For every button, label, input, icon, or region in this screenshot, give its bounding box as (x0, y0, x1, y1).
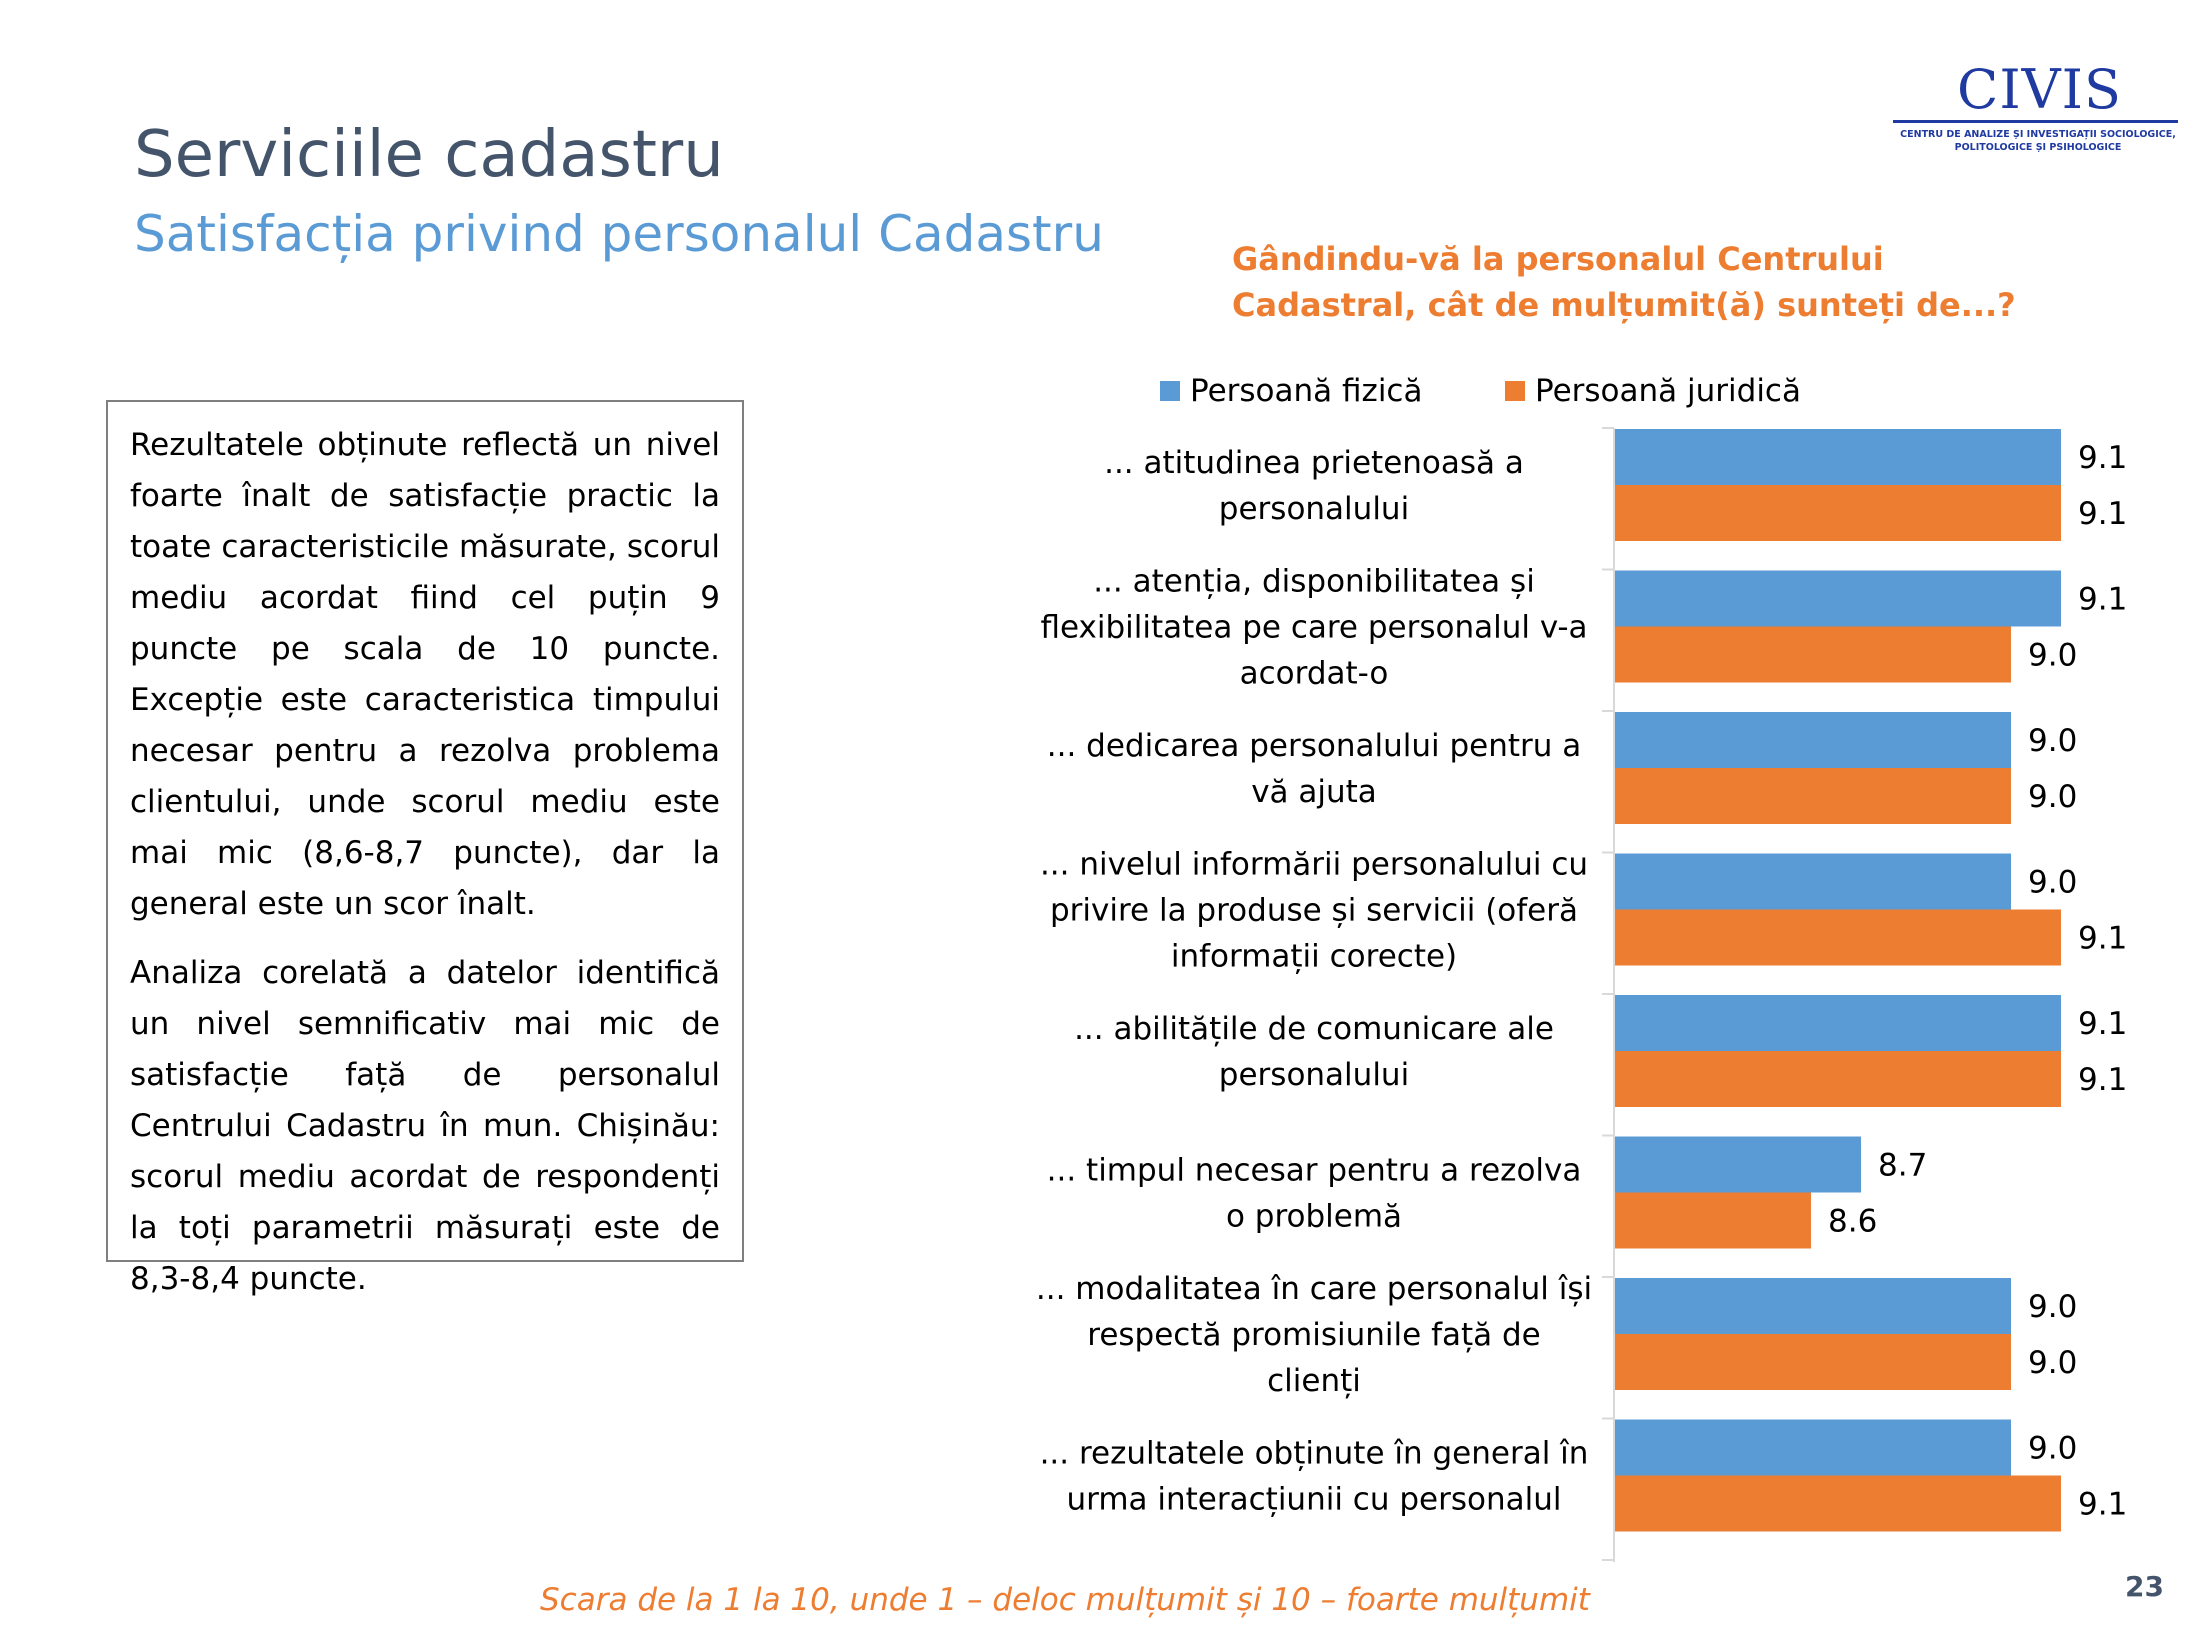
logo-underline (1893, 120, 2178, 123)
category-label: ... nivelul informării personalului cu pr… (1040, 847, 1588, 975)
page-number: 23 (2125, 1570, 2164, 1603)
data-label-fizica: 9.0 (2028, 865, 2077, 901)
category-label-line: respectă promisiunile față de (1087, 1317, 1540, 1353)
bar-fizica (1615, 712, 2011, 768)
chart-legend: Persoană fizică Persoană juridică (1160, 373, 1801, 409)
legend-swatch-fizica (1160, 381, 1180, 401)
bar-juridica (1615, 485, 2061, 541)
legend-label-juridica: Persoană juridică (1535, 373, 1801, 409)
logo-caption-line1: CENTRU DE ANALIZE ȘI INVESTIGAȚII SOCIOL… (1900, 129, 2176, 140)
legend-swatch-juridica (1505, 381, 1525, 401)
category-label-line: clienți (1267, 1363, 1361, 1399)
category-label: ... atitudinea prietenoasă a personalului (1104, 445, 1524, 527)
logo-wordmark: CIVIS (1957, 58, 2122, 121)
summary-textbox: Rezultatele obținute reflectă un nivel f… (106, 400, 744, 1297)
category-label-line: personalului (1219, 491, 1409, 527)
category-label: ... rezultatele obținute în general în ur… (1040, 1436, 1589, 1518)
data-label-juridica: 9.0 (2028, 1345, 2077, 1381)
category-label-line: ... nivelul informării personalului cu (1040, 847, 1588, 883)
bar-fizica (1615, 853, 2011, 910)
category-label-line: ... abilitățile de comunicare ale (1074, 1011, 1554, 1047)
bar-juridica (1615, 1334, 2011, 1390)
logo-caption-line2: POLITOLOGICE ȘI PSIHOLOGICE (1954, 142, 2122, 153)
data-label-juridica: 9.1 (2078, 1487, 2127, 1523)
bar-juridica (1615, 1051, 2061, 1107)
data-label-juridica: 8.6 (1828, 1204, 1877, 1240)
category-label: ... abilitățile de comunicare ale persona… (1074, 1011, 1554, 1093)
category-label: ... dedicarea personalului pentru a vă aj… (1047, 728, 1582, 810)
category-label-line: ... dedicarea personalului pentru a (1047, 728, 1582, 764)
data-label-fizica: 9.0 (2028, 723, 2077, 759)
chart-question: Gândindu-vă la personalul Centrului Cada… (1232, 240, 2016, 324)
category-label-line: ... modalitatea în care personalul își (1036, 1271, 1592, 1307)
bar-fizica (1615, 1419, 2011, 1476)
bar-juridica (1615, 909, 2061, 966)
data-label-fizica: 9.1 (2078, 440, 2127, 476)
summary-paragraph-1: Rezultatele obținute reflectă un nivel f… (130, 427, 720, 922)
data-label-juridica: 9.1 (2078, 1062, 2127, 1098)
category-label: ... timpul necesar pentru a rezolva o pro… (1047, 1153, 1582, 1235)
category-label-line: acordat-o (1240, 656, 1389, 692)
satisfaction-bar-chart: Persoană fizică Persoană juridică ... atit… (1036, 373, 2127, 1562)
scale-footnote: Scara de la 1 la 10, unde 1 – deloc mulț… (540, 1582, 1590, 1618)
category-label-line: ... timpul necesar pentru a rezolva (1047, 1153, 1582, 1189)
page-title: Serviciile cadastru (134, 118, 724, 192)
data-label-fizica: 9.0 (2028, 1431, 2077, 1467)
data-label-fizica: 9.1 (2078, 582, 2127, 618)
category-label: ... atenția, disponibilitatea și flexibil… (1040, 564, 1587, 692)
summary-paragraph-2: Analiza corelată a datelor identifică un… (130, 955, 720, 1297)
category-label-line: informații corecte) (1171, 939, 1457, 975)
logo-caption: CENTRU DE ANALIZE ȘI INVESTIGAȚII SOCIOL… (1893, 128, 2183, 154)
data-label-juridica: 9.1 (2078, 496, 2127, 532)
category-label-line: o problemă (1226, 1199, 1402, 1235)
legend-label-fizica: Persoană fizică (1190, 373, 1422, 409)
data-label-fizica: 8.7 (1878, 1148, 1927, 1184)
category-label-line: urma interacțiunii cu personalul (1067, 1482, 1562, 1518)
category-label-line: personalului (1219, 1057, 1409, 1093)
category-label-line: ... atitudinea prietenoasă a (1104, 445, 1524, 481)
bar-fizica (1615, 1278, 2011, 1334)
category-label-line: ... rezultatele obținute în general în (1040, 1436, 1589, 1472)
civis-logo: CIVIS CENTRU DE ANALIZE ȘI INVESTIGAȚII … (1893, 58, 2183, 162)
category-label-line: ... atenția, disponibilitatea și (1093, 564, 1535, 600)
bar-fizica (1615, 429, 2061, 485)
bar-fizica (1615, 570, 2061, 627)
data-label-fizica: 9.0 (2028, 1289, 2077, 1325)
page-subtitle: Satisfacția privind personalul Cadastru (134, 205, 1104, 263)
category-label-line: privire la produse și servicii (oferă (1050, 893, 1578, 929)
bar-juridica (1615, 1475, 2061, 1532)
bar-juridica (1615, 626, 2011, 683)
data-label-juridica: 9.1 (2078, 921, 2127, 957)
data-label-juridica: 9.0 (2028, 638, 2077, 674)
data-label-fizica: 9.1 (2078, 1006, 2127, 1042)
category-label: ... modalitatea în care personalul își re… (1036, 1271, 1592, 1399)
bar-fizica (1615, 1136, 1861, 1193)
bar-juridica (1615, 1192, 1811, 1249)
category-label-line: vă ajuta (1251, 774, 1377, 810)
bar-juridica (1615, 768, 2011, 824)
category-label-line: flexibilitatea pe care personalul v-a (1040, 610, 1587, 646)
bar-fizica (1615, 995, 2061, 1051)
data-label-juridica: 9.0 (2028, 779, 2077, 815)
